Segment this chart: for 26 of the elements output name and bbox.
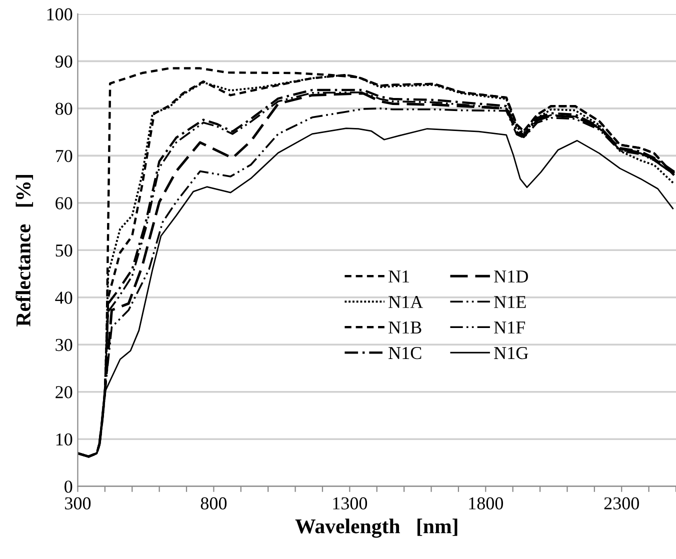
y-tick-label: 90	[55, 55, 72, 68]
y-tick-label: 70	[56, 150, 72, 162]
x-tick-label: 300	[65, 497, 91, 510]
y-tick-label: 80	[56, 102, 72, 115]
y-axis-title: Reflectance [%]	[16, 175, 34, 326]
y-tick-label: 10	[56, 433, 72, 446]
y-tick-label: 30	[56, 338, 72, 352]
y-tick-label: 100	[47, 8, 72, 20]
x-tick-label: 1300	[333, 497, 368, 510]
legend-label: N1D	[494, 270, 528, 282]
y-tick-label: 40	[55, 292, 72, 304]
legend-label: N1	[388, 270, 410, 282]
legend-label: N1A	[388, 296, 424, 308]
x-axis-title: Wavelength [nm]	[295, 518, 458, 538]
legend-label: N1B	[388, 322, 422, 334]
legend-label: N1C	[388, 346, 422, 360]
y-tick-label: 0	[64, 480, 72, 493]
legend-label: N1F	[494, 322, 526, 334]
x-tick-label: 2300	[604, 497, 639, 510]
x-tick-label: 800	[200, 497, 227, 510]
y-tick-label: 50	[56, 244, 72, 257]
y-tick-label: 60	[56, 197, 72, 210]
y-tick-label: 20	[56, 386, 72, 398]
x-tick-label: 1800	[469, 497, 504, 510]
legend-label: N1E	[494, 296, 526, 308]
legend-label: N1G	[494, 346, 528, 360]
